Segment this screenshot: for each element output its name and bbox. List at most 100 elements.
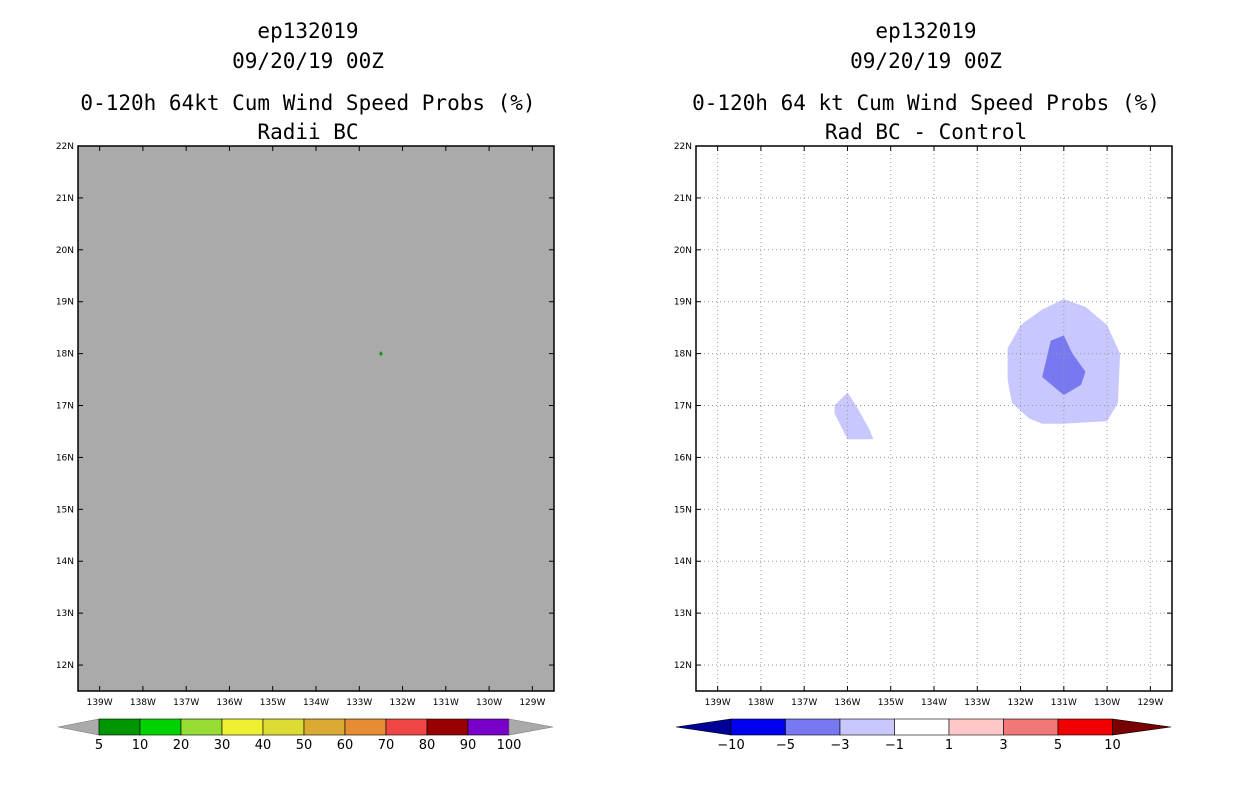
lon-tick-label: 134W: [303, 698, 329, 708]
panel-1-title-line-1: ep132019: [257, 19, 358, 43]
lon-tick-label: 133W: [964, 698, 990, 708]
lon-tick-label: 137W: [173, 698, 199, 708]
colorbar-label: 40: [255, 738, 272, 753]
colorbar-swatch: [730, 718, 786, 736]
colorbar-label: 100: [497, 738, 522, 753]
colorbar-swatch: [180, 718, 223, 736]
lon-tick-label: 136W: [834, 698, 860, 708]
colorbar-swatch: [303, 718, 346, 736]
lon-tick-label: 138W: [748, 698, 774, 708]
lat-tick-label: 22N: [56, 142, 74, 152]
panel-2-title-line-1: ep132019: [875, 19, 976, 43]
colorbar-label: 10: [132, 738, 149, 753]
colorbar-swatch: [426, 718, 469, 736]
lat-tick-label: 12N: [56, 661, 74, 671]
lon-tick-label: 138W: [130, 698, 156, 708]
lon-tick-label: 129W: [519, 698, 545, 708]
lat-tick-label: 17N: [674, 402, 692, 412]
lon-tick-label: 133W: [346, 698, 372, 708]
lon-tick-label: 129W: [1137, 698, 1163, 708]
lon-tick-label: 137W: [791, 698, 817, 708]
lat-tick-label: 19N: [56, 298, 74, 308]
colorbar-label: 3: [999, 738, 1007, 753]
colorbar-label: 10: [1104, 738, 1121, 753]
colorbar-swatch: [98, 718, 141, 736]
colorbar-swatch: [1057, 718, 1113, 736]
colorbar-swatch: [344, 718, 387, 736]
lat-tick-label: 17N: [56, 402, 74, 412]
lat-tick-label: 15N: [56, 505, 74, 515]
colorbar-swatch: [139, 718, 182, 736]
colorbar-swatch: [894, 718, 950, 736]
colorbar-swatch: [948, 718, 1004, 736]
dark-blob-main: [1042, 335, 1086, 396]
colorbar-start-triangle: [57, 718, 100, 736]
lon-tick-label: 131W: [433, 698, 459, 708]
green-point: [379, 351, 383, 357]
colorbar-label: 90: [460, 738, 477, 753]
panel-1-title-line-2: 09/20/19 00Z: [232, 49, 384, 73]
lon-tick-label: 131W: [1051, 698, 1077, 708]
panel-1-title-line-4: Radii BC: [257, 120, 358, 144]
colorbar-label: −10: [717, 738, 744, 753]
lon-tick-label: 132W: [390, 698, 416, 708]
colorbar-label: 5: [95, 738, 103, 753]
colorbar-label: −5: [776, 738, 795, 753]
colorbar-start-triangle: [675, 718, 732, 736]
panel-2-title-line-3: 0-120h 64 kt Cum Wind Speed Probs (%): [692, 91, 1160, 115]
colorbar-swatch: [262, 718, 305, 736]
colorbar-label: −3: [830, 738, 849, 753]
colorbar-swatch: [385, 718, 428, 736]
colorbar-2: −10 −5 −3 −1 1 3 5 10: [675, 718, 1172, 753]
colorbar-end-triangle: [508, 718, 554, 736]
colorbar-label: 30: [214, 738, 231, 753]
lon-tick-label: 139W: [705, 698, 731, 708]
lat-tick-label: 12N: [674, 661, 692, 671]
lat-tick-label: 20N: [674, 246, 692, 256]
lat-tick-label: 14N: [56, 557, 74, 567]
lat-tick-label: 16N: [56, 453, 74, 463]
colorbar-1: 5 10 20 30 40 50 60 70 80 90 100: [57, 718, 554, 753]
lat-tick-label: 21N: [56, 194, 74, 204]
lat-tick-label: 22N: [674, 142, 692, 152]
colorbar-label: 5: [1054, 738, 1062, 753]
lon-tick-label: 136W: [216, 698, 242, 708]
panel-2: ep132019 09/20/19 00Z 0-120h 64 kt Cum Win…: [674, 19, 1173, 753]
colorbar-swatch: [785, 718, 841, 736]
lat-tick-label: 20N: [56, 246, 74, 256]
lat-tick-label: 21N: [674, 194, 692, 204]
panel-2-title-line-4: Rad BC - Control: [825, 120, 1027, 144]
light-blob-small: [834, 392, 874, 440]
lon-tick-label: 130W: [1094, 698, 1120, 708]
colorbar-label: 80: [419, 738, 436, 753]
colorbar-swatch: [1003, 718, 1059, 736]
lon-tick-label: 132W: [1008, 698, 1034, 708]
lon-tick-label: 135W: [878, 698, 904, 708]
panel-2-title-line-2: 09/20/19 00Z: [850, 49, 1002, 73]
colorbar-label: 60: [337, 738, 354, 753]
lat-tick-label: 13N: [56, 609, 74, 619]
colorbar-label: −1: [885, 738, 904, 753]
colorbar-swatch: [839, 718, 895, 736]
lat-tick-label: 16N: [674, 453, 692, 463]
panel-1-title-line-3: 0-120h 64kt Cum Wind Speed Probs (%): [80, 91, 535, 115]
lon-tick-label: 130W: [476, 698, 502, 708]
colorbar-swatch: [221, 718, 264, 736]
lat-tick-label: 18N: [56, 350, 74, 360]
colorbar-swatch: [467, 718, 510, 736]
plot-background: [78, 146, 554, 691]
colorbar-label: 20: [173, 738, 190, 753]
lon-tick-label: 139W: [87, 698, 113, 708]
colorbar-end-triangle: [1112, 718, 1172, 736]
colorbar-label: 70: [378, 738, 395, 753]
colorbar-label: 50: [296, 738, 313, 753]
panel-1: ep132019 09/20/19 00Z 0-120h 64kt Cum Wind…: [56, 19, 555, 753]
lat-tick-label: 13N: [674, 609, 692, 619]
lat-tick-label: 19N: [674, 298, 692, 308]
lon-tick-label: 134W: [921, 698, 947, 708]
lon-tick-label: 135W: [260, 698, 286, 708]
colorbar-label: 1: [945, 738, 953, 753]
lat-tick-label: 18N: [674, 350, 692, 360]
lat-tick-label: 15N: [674, 505, 692, 515]
